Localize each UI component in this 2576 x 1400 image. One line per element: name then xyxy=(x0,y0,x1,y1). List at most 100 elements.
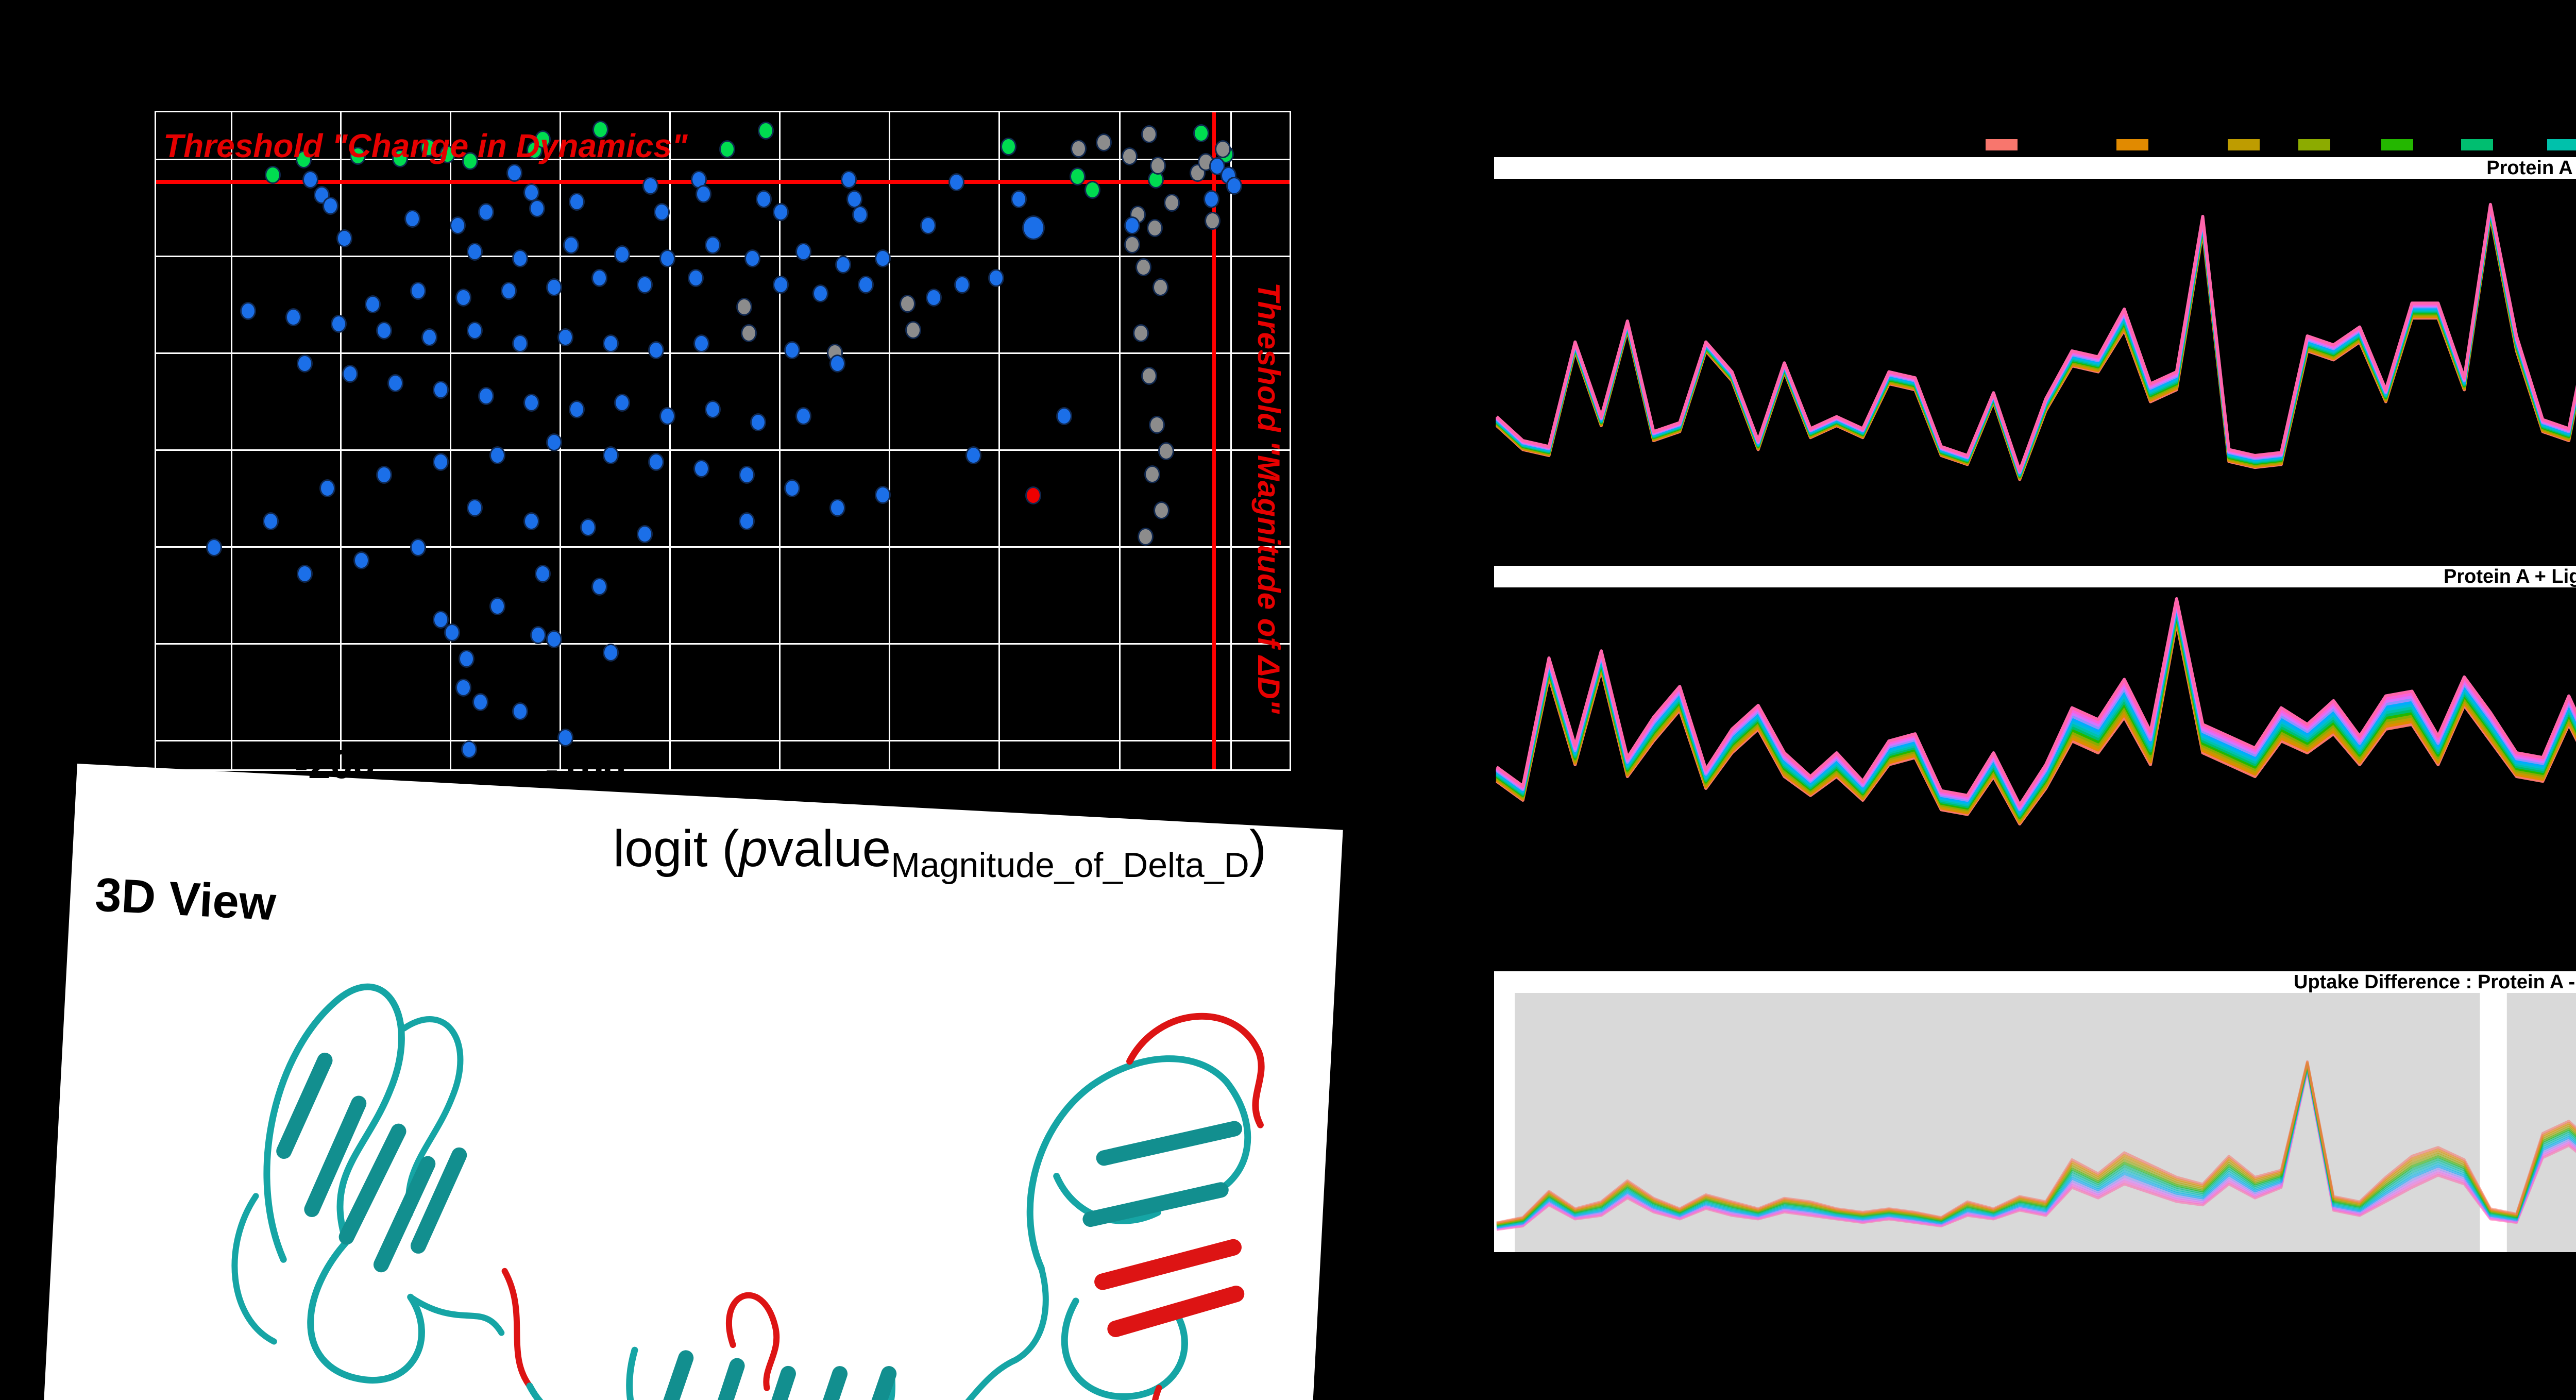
volcano-point-b xyxy=(563,236,579,255)
volcano-point-b xyxy=(472,693,488,712)
volcano-point-y xyxy=(1095,133,1112,152)
volcano-point-b xyxy=(376,466,392,484)
volcano-point-y xyxy=(1163,194,1180,212)
volcano-point-g xyxy=(392,149,408,167)
threshold-dynamics-label: Threshold "Change in Dynamics" xyxy=(163,127,688,164)
volcano-point-y xyxy=(741,324,757,342)
volcano-point-b xyxy=(313,186,330,205)
legend-swatch-1 xyxy=(1986,139,2018,150)
volcano-point-g xyxy=(592,120,608,139)
volcano-point-b xyxy=(954,275,970,294)
volcano-point-g xyxy=(462,151,478,170)
legend-swatch-7 xyxy=(2547,139,2576,150)
volcano-point-b xyxy=(925,289,942,307)
gridline-vertical xyxy=(889,112,890,769)
volcano-point-b xyxy=(432,380,449,399)
volcano-point-b xyxy=(546,433,562,451)
volcano-point-b xyxy=(696,184,712,203)
volcano-point-b xyxy=(602,334,619,353)
volcano-point-b xyxy=(784,341,800,360)
volcano-point-b xyxy=(523,394,539,412)
volcano-point-b xyxy=(459,650,475,668)
threshold-line-vertical xyxy=(1212,112,1216,769)
volcano-point-b xyxy=(642,177,658,195)
volcano-point-y xyxy=(1149,416,1165,434)
xaxis-value: value xyxy=(768,820,891,878)
volcano-point-b xyxy=(795,242,811,261)
volcano-point-y xyxy=(1138,528,1154,546)
volcano-point-b xyxy=(523,183,539,202)
volcano-xtick-100: -100 xyxy=(545,747,626,792)
volcano-point-y xyxy=(1146,218,1163,237)
volcano-point-b xyxy=(659,407,675,425)
volcano-point-b xyxy=(738,466,755,484)
volcano-point-b xyxy=(744,249,760,267)
legend-swatch-5 xyxy=(2381,139,2413,150)
volcano-point-b xyxy=(755,190,772,208)
gridline-vertical xyxy=(1230,112,1232,769)
volcano-point-b xyxy=(648,452,664,471)
volcano-point-y xyxy=(1141,125,1157,143)
structure-3d-panel[interactable]: 3D View xyxy=(39,764,1343,1400)
volcano-point-b xyxy=(602,446,619,465)
gridline-vertical xyxy=(998,112,1000,769)
volcano-point-g xyxy=(439,145,455,164)
volcano-point-b xyxy=(478,203,494,222)
volcano-point-y xyxy=(736,297,753,316)
gridline-vertical xyxy=(779,112,781,769)
volcano-point-b xyxy=(455,289,471,307)
volcano-point-b xyxy=(376,321,392,340)
volcano-point-b xyxy=(530,626,546,645)
volcano-point-b xyxy=(296,564,313,583)
volcano-point-b xyxy=(1203,190,1219,208)
volcano-point-b xyxy=(988,268,1004,287)
volcano-point-b xyxy=(852,206,868,224)
volcano-point-b xyxy=(546,278,562,296)
volcano-point-b xyxy=(1022,215,1045,241)
no-coverage-gap xyxy=(1494,993,1515,1252)
volcano-point-b xyxy=(812,284,828,303)
xaxis-p: p xyxy=(739,820,768,878)
volcano-point-g xyxy=(420,139,436,157)
volcano-point-b xyxy=(829,354,845,373)
volcano-point-b xyxy=(364,295,381,313)
uptake-difference-chart xyxy=(1494,993,2576,1252)
volcano-point-b xyxy=(461,740,477,759)
volcano-point-b xyxy=(840,170,857,189)
gridline-vertical xyxy=(450,112,451,769)
volcano-point-b xyxy=(500,282,517,300)
volcano-point-b xyxy=(1226,177,1242,195)
volcano-point-b xyxy=(353,551,369,570)
volcano-point-y xyxy=(1141,366,1157,385)
volcano-point-y xyxy=(1150,156,1166,175)
gridline-vertical xyxy=(1119,112,1121,769)
protein-ribbon-graphic xyxy=(231,983,1265,1400)
volcano-point-b xyxy=(874,249,891,267)
gridline-vertical xyxy=(231,112,232,769)
uptake-chart-protein-a xyxy=(1495,203,2576,481)
volcano-point-b xyxy=(449,216,466,234)
volcano-point-g xyxy=(719,140,736,158)
volcano-point-b xyxy=(659,249,675,267)
volcano-point-b xyxy=(636,525,653,544)
volcano-xaxis-title: logit (pvalueMagnitude_of_Delta_D) xyxy=(613,819,1266,885)
gridline-vertical xyxy=(340,112,342,769)
volcano-point-b xyxy=(602,643,619,662)
chart-title-protein-a-ligand: Protein A + Ligand xyxy=(1494,566,2576,587)
legend-swatch-6 xyxy=(2461,139,2493,150)
volcano-point-b xyxy=(920,216,936,234)
chart-title-uptake-difference-text: Uptake Difference : Protein A - (Protein… xyxy=(2294,971,2576,993)
legend-swatch-2 xyxy=(2116,139,2148,150)
protein_a-series-1 xyxy=(1495,215,2576,481)
gridline-horizontal xyxy=(156,740,1290,741)
volcano-point-b xyxy=(466,499,483,517)
volcano-point-b xyxy=(693,459,709,478)
volcano-point-b xyxy=(206,538,222,556)
volcano-point-b xyxy=(523,512,539,530)
volcano-point-b xyxy=(704,236,721,255)
volcano-point-g xyxy=(1193,124,1209,143)
volcano-point-b xyxy=(432,610,449,629)
volcano-point-b xyxy=(323,196,339,215)
volcano-point-b xyxy=(614,394,630,412)
